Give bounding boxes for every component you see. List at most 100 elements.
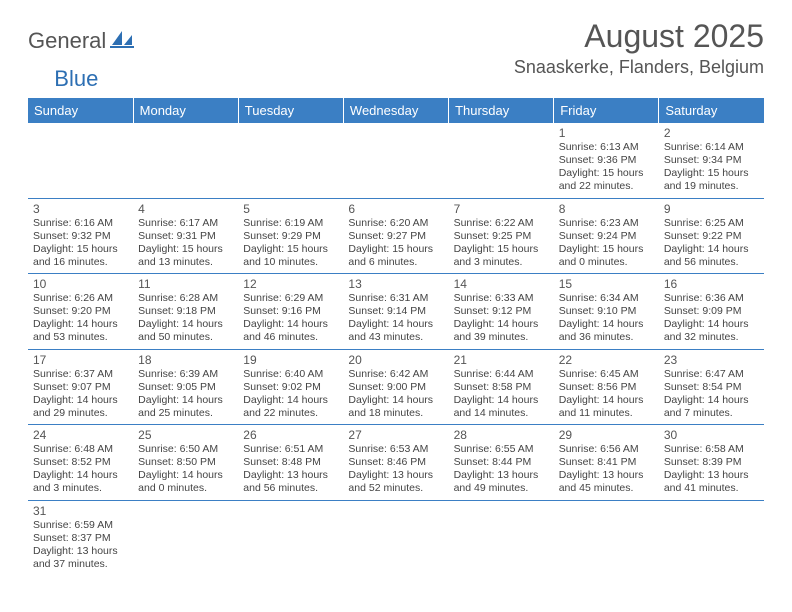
daylight-text: and 3 minutes. (454, 256, 549, 269)
day-header-row: SundayMondayTuesdayWednesdayThursdayFrid… (28, 98, 764, 123)
daylight-text: and 39 minutes. (454, 331, 549, 344)
calendar-week: 17Sunrise: 6:37 AMSunset: 9:07 PMDayligh… (28, 349, 764, 425)
calendar-day: 13Sunrise: 6:31 AMSunset: 9:14 PMDayligh… (343, 274, 448, 350)
sunset-text: Sunset: 9:12 PM (454, 305, 549, 318)
day-number: 3 (33, 202, 128, 216)
calendar-empty (238, 123, 343, 198)
sunrise-text: Sunrise: 6:40 AM (243, 368, 338, 381)
day-number: 20 (348, 353, 443, 367)
daylight-text: and 16 minutes. (33, 256, 128, 269)
calendar-day: 22Sunrise: 6:45 AMSunset: 8:56 PMDayligh… (554, 349, 659, 425)
daylight-text: and 10 minutes. (243, 256, 338, 269)
sunset-text: Sunset: 8:41 PM (559, 456, 654, 469)
daylight-text: and 50 minutes. (138, 331, 233, 344)
sunrise-text: Sunrise: 6:39 AM (138, 368, 233, 381)
day-number: 11 (138, 277, 233, 291)
calendar-page: General August 2025 Snaaskerke, Flanders… (0, 0, 792, 593)
sunset-text: Sunset: 9:25 PM (454, 230, 549, 243)
day-header: Monday (133, 98, 238, 123)
sunrise-text: Sunrise: 6:55 AM (454, 443, 549, 456)
daylight-text: Daylight: 14 hours (559, 318, 654, 331)
calendar-week: 1Sunrise: 6:13 AMSunset: 9:36 PMDaylight… (28, 123, 764, 198)
sunset-text: Sunset: 8:52 PM (33, 456, 128, 469)
sunset-text: Sunset: 9:31 PM (138, 230, 233, 243)
calendar-day: 7Sunrise: 6:22 AMSunset: 9:25 PMDaylight… (449, 198, 554, 274)
sunrise-text: Sunrise: 6:22 AM (454, 217, 549, 230)
daylight-text: and 18 minutes. (348, 407, 443, 420)
daylight-text: and 41 minutes. (664, 482, 759, 495)
sunset-text: Sunset: 9:07 PM (33, 381, 128, 394)
daylight-text: Daylight: 15 hours (454, 243, 549, 256)
daylight-text: and 52 minutes. (348, 482, 443, 495)
daylight-text: Daylight: 14 hours (559, 394, 654, 407)
title-block: August 2025 Snaaskerke, Flanders, Belgiu… (514, 18, 764, 78)
calendar-empty (659, 500, 764, 575)
sunset-text: Sunset: 8:48 PM (243, 456, 338, 469)
sunset-text: Sunset: 8:58 PM (454, 381, 549, 394)
day-number: 22 (559, 353, 654, 367)
sunrise-text: Sunrise: 6:51 AM (243, 443, 338, 456)
daylight-text: and 0 minutes. (138, 482, 233, 495)
sunrise-text: Sunrise: 6:20 AM (348, 217, 443, 230)
calendar-day: 12Sunrise: 6:29 AMSunset: 9:16 PMDayligh… (238, 274, 343, 350)
calendar-day: 19Sunrise: 6:40 AMSunset: 9:02 PMDayligh… (238, 349, 343, 425)
sunset-text: Sunset: 9:14 PM (348, 305, 443, 318)
daylight-text: Daylight: 13 hours (454, 469, 549, 482)
sunset-text: Sunset: 8:56 PM (559, 381, 654, 394)
sunrise-text: Sunrise: 6:50 AM (138, 443, 233, 456)
calendar-day: 23Sunrise: 6:47 AMSunset: 8:54 PMDayligh… (659, 349, 764, 425)
day-number: 9 (664, 202, 759, 216)
day-number: 14 (454, 277, 549, 291)
calendar-day: 11Sunrise: 6:28 AMSunset: 9:18 PMDayligh… (133, 274, 238, 350)
day-number: 8 (559, 202, 654, 216)
calendar-day: 25Sunrise: 6:50 AMSunset: 8:50 PMDayligh… (133, 425, 238, 501)
calendar-day: 2Sunrise: 6:14 AMSunset: 9:34 PMDaylight… (659, 123, 764, 198)
day-header: Saturday (659, 98, 764, 123)
sunset-text: Sunset: 9:29 PM (243, 230, 338, 243)
daylight-text: and 6 minutes. (348, 256, 443, 269)
calendar-day: 5Sunrise: 6:19 AMSunset: 9:29 PMDaylight… (238, 198, 343, 274)
day-number: 6 (348, 202, 443, 216)
day-number: 26 (243, 428, 338, 442)
calendar-day: 30Sunrise: 6:58 AMSunset: 8:39 PMDayligh… (659, 425, 764, 501)
daylight-text: Daylight: 13 hours (33, 545, 128, 558)
sunset-text: Sunset: 9:24 PM (559, 230, 654, 243)
calendar-day: 14Sunrise: 6:33 AMSunset: 9:12 PMDayligh… (449, 274, 554, 350)
sunrise-text: Sunrise: 6:19 AM (243, 217, 338, 230)
daylight-text: and 46 minutes. (243, 331, 338, 344)
sunset-text: Sunset: 8:46 PM (348, 456, 443, 469)
sunset-text: Sunset: 9:02 PM (243, 381, 338, 394)
calendar-empty (133, 123, 238, 198)
calendar-empty (133, 500, 238, 575)
day-header: Friday (554, 98, 659, 123)
calendar-empty (449, 500, 554, 575)
daylight-text: Daylight: 13 hours (664, 469, 759, 482)
sunrise-text: Sunrise: 6:28 AM (138, 292, 233, 305)
sunset-text: Sunset: 8:37 PM (33, 532, 128, 545)
day-number: 16 (664, 277, 759, 291)
daylight-text: and 7 minutes. (664, 407, 759, 420)
calendar-week: 24Sunrise: 6:48 AMSunset: 8:52 PMDayligh… (28, 425, 764, 501)
sunset-text: Sunset: 9:20 PM (33, 305, 128, 318)
calendar-day: 1Sunrise: 6:13 AMSunset: 9:36 PMDaylight… (554, 123, 659, 198)
sunrise-text: Sunrise: 6:23 AM (559, 217, 654, 230)
daylight-text: and 14 minutes. (454, 407, 549, 420)
sunrise-text: Sunrise: 6:42 AM (348, 368, 443, 381)
daylight-text: and 25 minutes. (138, 407, 233, 420)
day-number: 12 (243, 277, 338, 291)
calendar-day: 8Sunrise: 6:23 AMSunset: 9:24 PMDaylight… (554, 198, 659, 274)
sunrise-text: Sunrise: 6:29 AM (243, 292, 338, 305)
sunset-text: Sunset: 8:50 PM (138, 456, 233, 469)
sunrise-text: Sunrise: 6:16 AM (33, 217, 128, 230)
day-number: 31 (33, 504, 128, 518)
calendar-day: 17Sunrise: 6:37 AMSunset: 9:07 PMDayligh… (28, 349, 133, 425)
sunset-text: Sunset: 9:32 PM (33, 230, 128, 243)
daylight-text: Daylight: 15 hours (559, 167, 654, 180)
daylight-text: Daylight: 13 hours (348, 469, 443, 482)
calendar-week: 31Sunrise: 6:59 AMSunset: 8:37 PMDayligh… (28, 500, 764, 575)
day-number: 5 (243, 202, 338, 216)
sunset-text: Sunset: 9:10 PM (559, 305, 654, 318)
sunset-text: Sunset: 9:36 PM (559, 154, 654, 167)
brand-logo: General (28, 28, 138, 54)
daylight-text: Daylight: 14 hours (138, 318, 233, 331)
